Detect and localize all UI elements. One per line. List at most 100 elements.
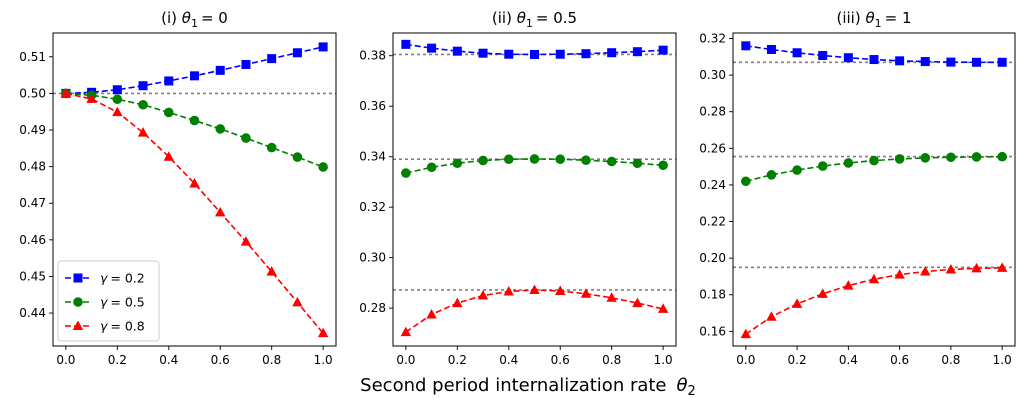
x-tick-label: 0.8 [941,353,960,367]
data-point [112,94,123,105]
data-point [215,124,226,134]
data-point [401,168,411,178]
panel-title-value: = 0 [201,9,228,27]
data-point [163,151,174,161]
panel-title: (ii) θ1 = 0.5 [492,9,577,30]
data-point [426,308,437,319]
data-point [997,151,1007,162]
data-point [530,49,539,59]
data-point [189,177,200,188]
y-tick-label: 0.46 [19,233,46,247]
figure-xlabel-subscript: 2 [688,384,696,398]
data-point [112,106,123,117]
x-tick-label: 0.0 [396,353,415,367]
figure-xlabel: Second period internalization rate θ2 [360,375,696,398]
data-point [817,161,828,171]
panel-title-symbol: θ [182,9,191,27]
data-point [817,288,828,298]
legend-entry: γ = 0.2 [65,271,145,286]
y-tick-label: 0.50 [19,86,46,100]
data-point [581,49,591,59]
data-point [503,154,514,165]
x-tick-label: 0.6 [551,353,570,367]
x-tick-label: 1.0 [993,353,1012,367]
data-point [997,57,1007,67]
y-tick-label: 0.30 [359,251,386,265]
figure-xlabel-text: Second period internalization rate [360,375,666,396]
axes-frame [52,32,337,347]
data-point [741,41,751,51]
legend-label: γ = 0.2 [100,271,145,286]
x-tick-label: 0.4 [159,353,178,367]
data-point [972,57,982,67]
y-tick-label: 0.28 [699,105,726,119]
figure-xlabel-symbol: θ [677,375,688,396]
legend-value: = 0.8 [110,319,144,334]
x-tick-label: 0.2 [108,353,127,367]
data-point [971,262,982,273]
x-tick-label: 0.8 [602,353,621,367]
data-point [971,152,982,162]
y-tick-label: 0.48 [19,160,46,174]
y-tick-label: 0.26 [699,141,726,155]
data-point [292,152,303,162]
data-point [478,48,488,58]
legend-label: γ = 0.5 [100,295,145,310]
panel-1: (i) θ1 = 0 0.0 0.2 0.4 0.6 0.8 1.0 0.44 0.45 0.46 0… [19,9,337,367]
data-point [427,43,437,53]
panel-title-subscript: 1 [875,17,882,30]
panel-title-symbol: θ [865,9,874,27]
data-point [60,87,72,98]
x-tick-label: 0.0 [56,353,75,367]
data-point [529,154,540,164]
data-point [581,155,591,166]
panel-title-value: = 1 [885,9,912,27]
data-point [138,99,148,110]
panel-title-symbol: θ [517,9,526,27]
y-tick-label: 0.20 [699,251,726,265]
legend: γ = 0.2 γ = 0.5 γ = 0.8 [57,260,160,342]
data-point [894,269,905,279]
data-point [920,57,930,67]
data-point [504,49,514,59]
data-point [843,280,854,290]
data-point [792,48,802,58]
series-circle [401,154,668,178]
legend-value: = 0.2 [110,271,144,286]
data-point [478,155,488,166]
series-circle [741,151,1007,187]
panel-title: (iii) θ1 = 1 [836,9,911,30]
data-point [741,176,751,187]
y-tick-label: 0.47 [19,196,46,210]
y-tick-label: 0.36 [359,99,386,113]
data-point [657,303,669,313]
legend-marker [72,320,84,330]
y-tick-label: 0.32 [699,31,726,45]
data-point [766,311,777,321]
data-point [606,292,617,302]
data-point [766,44,776,54]
data-point [86,93,97,103]
data-point [658,160,668,171]
panel-title: (i) θ1 = 0 [161,9,228,30]
x-tick-label: 0.2 [448,353,467,367]
axes-frame [732,32,1016,347]
data-point [266,266,277,276]
x-tick-label: 0.4 [499,353,518,367]
data-point [606,156,617,167]
y-tick-label: 0.28 [359,301,386,315]
x-tick-label: 1.0 [314,353,333,367]
series-triangle [400,284,669,337]
series-triangle [60,87,329,338]
panel-title-value: = 0.5 [536,9,577,27]
y-tick-label: 0.45 [19,269,46,283]
series-square [741,41,1007,67]
x-tick-label: 0.6 [211,353,230,367]
data-point [946,152,956,163]
legend-entry: γ = 0.8 [65,319,145,334]
data-point [189,115,200,126]
data-point [632,158,643,169]
data-point [240,236,252,246]
